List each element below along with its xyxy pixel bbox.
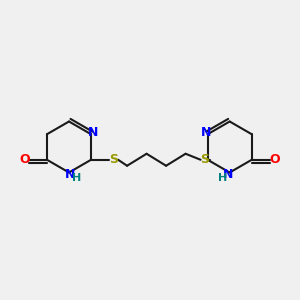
Text: S: S: [109, 153, 118, 166]
Text: S: S: [201, 153, 210, 166]
Text: N: N: [223, 167, 233, 181]
Text: O: O: [19, 153, 30, 166]
Text: N: N: [87, 126, 98, 139]
Text: H: H: [72, 173, 81, 183]
Text: N: N: [65, 167, 76, 181]
Text: N: N: [201, 126, 211, 139]
Text: H: H: [218, 173, 227, 183]
Text: O: O: [269, 153, 280, 166]
